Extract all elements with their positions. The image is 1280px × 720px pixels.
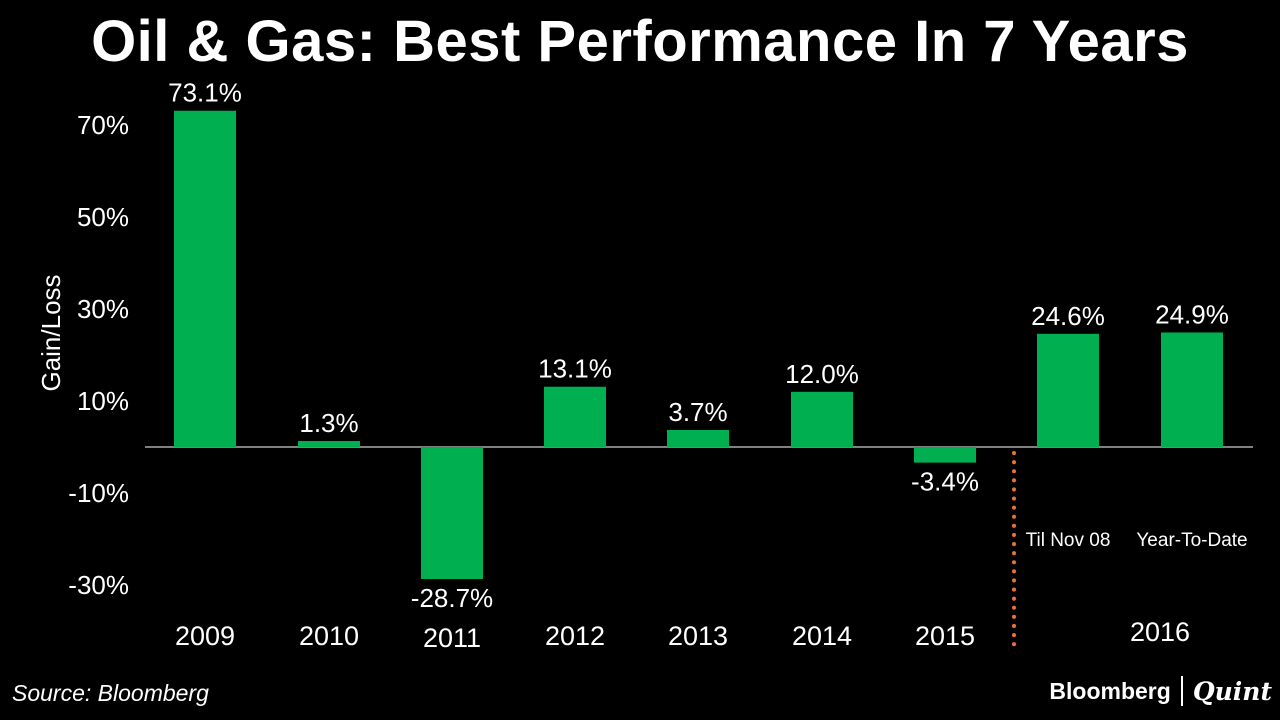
bar: [914, 447, 976, 463]
y-tick-label: -30%: [68, 570, 129, 600]
value-label: 1.3%: [299, 408, 358, 438]
value-label: 73.1%: [168, 78, 242, 108]
category-label: 2010: [299, 621, 359, 651]
category-label: 2009: [175, 621, 235, 651]
value-label: 13.1%: [538, 354, 612, 384]
category-label: Year-To-Date: [1136, 530, 1247, 551]
source-note: Source: Bloomberg: [12, 680, 209, 706]
category-label: 2015: [915, 621, 975, 651]
category-labels: 2009 2010 2011 2012 2013 2014 2015 Til Nov 08 Ye…: [175, 530, 1248, 653]
value-label: 24.9%: [1155, 299, 1229, 329]
category-label: 2012: [545, 621, 605, 651]
bar: [1161, 332, 1223, 447]
value-label: 24.6%: [1031, 301, 1105, 331]
brand-logo: Bloomberg Quint: [1049, 676, 1272, 706]
value-label: 3.7%: [668, 397, 727, 427]
category-label: 2011: [423, 623, 481, 653]
bars: [174, 110, 1223, 580]
value-labels: 73.1% 1.3% -28.7% 13.1% 3.7% 12.0% -3.4% 24.6% 2…: [168, 78, 1229, 613]
chart-title: Oil & Gas: Best Performance In 7 Years: [91, 9, 1189, 74]
group-label-2016: 2016: [1130, 617, 1190, 647]
category-label: 2014: [792, 621, 852, 651]
y-tick-label: 70%: [77, 110, 129, 140]
y-tick-label: 30%: [77, 294, 129, 324]
category-label: 2013: [668, 621, 728, 651]
y-tick-label: 50%: [77, 202, 129, 232]
value-label: -3.4%: [911, 467, 979, 497]
bar: [174, 110, 236, 448]
brand-name: Bloomberg: [1049, 677, 1171, 704]
bar: [1037, 333, 1099, 447]
y-tick-label: 10%: [77, 386, 129, 416]
y-tick-label: -10%: [68, 478, 129, 508]
brand-divider: [1180, 676, 1183, 706]
bar: [298, 441, 360, 447]
bar: [421, 447, 483, 580]
brand-partner: Quint: [1192, 676, 1272, 706]
bar: [667, 429, 729, 447]
bar: [544, 386, 606, 447]
value-label: 12.0%: [785, 359, 859, 389]
y-axis-ticks: -30% -10% 10% 30% 50% 70%: [68, 110, 129, 600]
value-label: -28.7%: [411, 583, 493, 613]
bar: [791, 391, 853, 447]
category-label: Til Nov 08: [1026, 530, 1111, 551]
y-axis-label: Gain/Loss: [36, 274, 66, 391]
